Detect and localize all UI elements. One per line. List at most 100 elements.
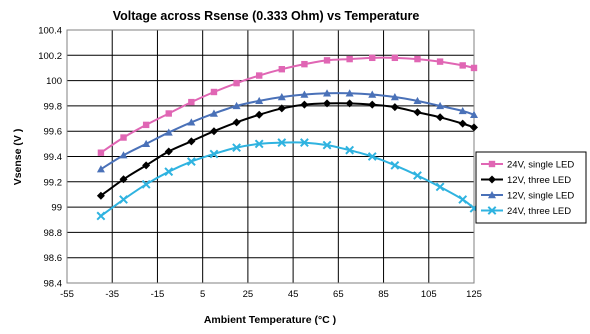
data-point [255, 96, 264, 105]
x-tick-label: -35 [105, 289, 119, 300]
data-point [301, 60, 308, 68]
data-point [470, 110, 478, 118]
data-point [186, 157, 196, 166]
x-tick-label: -15 [151, 289, 165, 300]
data-point [165, 110, 172, 117]
data-point [209, 109, 218, 117]
data-point [323, 99, 332, 108]
data-point [414, 55, 421, 63]
data-point [345, 89, 354, 97]
x-tick-label: 5 [200, 289, 205, 300]
data-point [209, 149, 219, 159]
x-tick-label: 65 [333, 289, 344, 300]
legend-marker [488, 160, 496, 168]
data-point [164, 167, 174, 177]
data-point [390, 160, 400, 170]
data-point [367, 152, 377, 161]
data-point [187, 118, 196, 126]
legend-marker [488, 191, 496, 199]
x-tick-label: 85 [378, 289, 389, 300]
x-tick-label: 105 [421, 289, 437, 300]
data-point [470, 64, 478, 72]
y-tick-label: 98.6 [44, 253, 63, 264]
x-tick-labels: -55 -35 -15 5 25 45 65 85 105 125 [60, 289, 482, 300]
data-point [459, 62, 466, 69]
y-tick-label: 99 [51, 203, 62, 214]
data-point [164, 128, 173, 136]
data-point [277, 93, 286, 101]
y-tick-label: 98.8 [44, 228, 63, 239]
data-point [233, 79, 240, 87]
legend-item: 24V, three LED [481, 206, 571, 217]
legend-marker [488, 175, 496, 184]
y-axis-label: Vsense (V ) [12, 129, 24, 186]
data-point [277, 138, 287, 147]
y-tick-label: 99.2 [44, 177, 63, 188]
data-point [323, 89, 332, 97]
data-point [458, 106, 467, 115]
data-point [323, 57, 331, 64]
y-tick-label: 100.2 [38, 51, 62, 62]
data-point [96, 165, 105, 173]
data-point [254, 139, 264, 149]
data-point [255, 72, 263, 79]
x-axis-label: Ambient Temperature (°C ) [204, 314, 336, 326]
data-point [413, 96, 422, 105]
data-point [141, 179, 151, 189]
legend: 24V, single LED 12V, three LED 12V, single… [475, 151, 587, 224]
data-point [96, 211, 106, 221]
data-point [369, 54, 376, 62]
series-0 [97, 54, 478, 156]
data-point [345, 145, 355, 155]
data-point [119, 175, 128, 184]
legend-item: 24V, single LED [481, 160, 574, 171]
legend-item: 12V, three LED [481, 175, 571, 186]
data-point [119, 195, 128, 204]
data-point [322, 140, 332, 150]
data-point [142, 161, 151, 170]
data-point [300, 138, 309, 147]
legend-label: 12V, single LED [507, 191, 574, 202]
data-point [391, 54, 399, 62]
legend-label: 24V, single LED [507, 160, 574, 171]
data-point [255, 110, 264, 119]
data-point [232, 118, 241, 127]
data-point [390, 93, 399, 101]
data-point [232, 143, 241, 153]
plot-border [66, 29, 475, 284]
data-point [436, 113, 445, 122]
y-tick-label: 99.6 [44, 127, 63, 138]
data-point [436, 101, 445, 110]
legend-label: 12V, three LED [507, 175, 571, 186]
y-tick-label: 99.4 [44, 152, 63, 163]
series-2 [96, 89, 478, 173]
data-point [209, 127, 218, 136]
y-tick-label: 100.4 [38, 26, 62, 37]
data-point [142, 121, 150, 129]
y-tick-label: 99.8 [44, 101, 63, 112]
data-point [300, 90, 309, 98]
data-point [346, 55, 353, 63]
x-tick-label: 125 [466, 289, 482, 300]
data-point [413, 108, 422, 117]
data-point [188, 98, 195, 106]
legend-marker [487, 206, 497, 215]
chart-title: Voltage across Rsense (0.333 Ohm) vs Tem… [113, 9, 420, 23]
series-1 [96, 99, 478, 200]
data-point [120, 134, 127, 141]
y-tick-label: 100 [46, 76, 62, 87]
data-point [164, 147, 173, 156]
data-point [345, 99, 354, 108]
data-point [278, 66, 286, 73]
data-point [187, 137, 196, 146]
data-point [97, 149, 105, 156]
data-point [436, 58, 444, 65]
data-point [458, 119, 467, 128]
x-tick-label: -55 [60, 289, 74, 300]
x-tick-label: 25 [243, 289, 254, 300]
data-point [458, 195, 468, 204]
data-point [390, 103, 399, 112]
data-point [300, 100, 309, 109]
